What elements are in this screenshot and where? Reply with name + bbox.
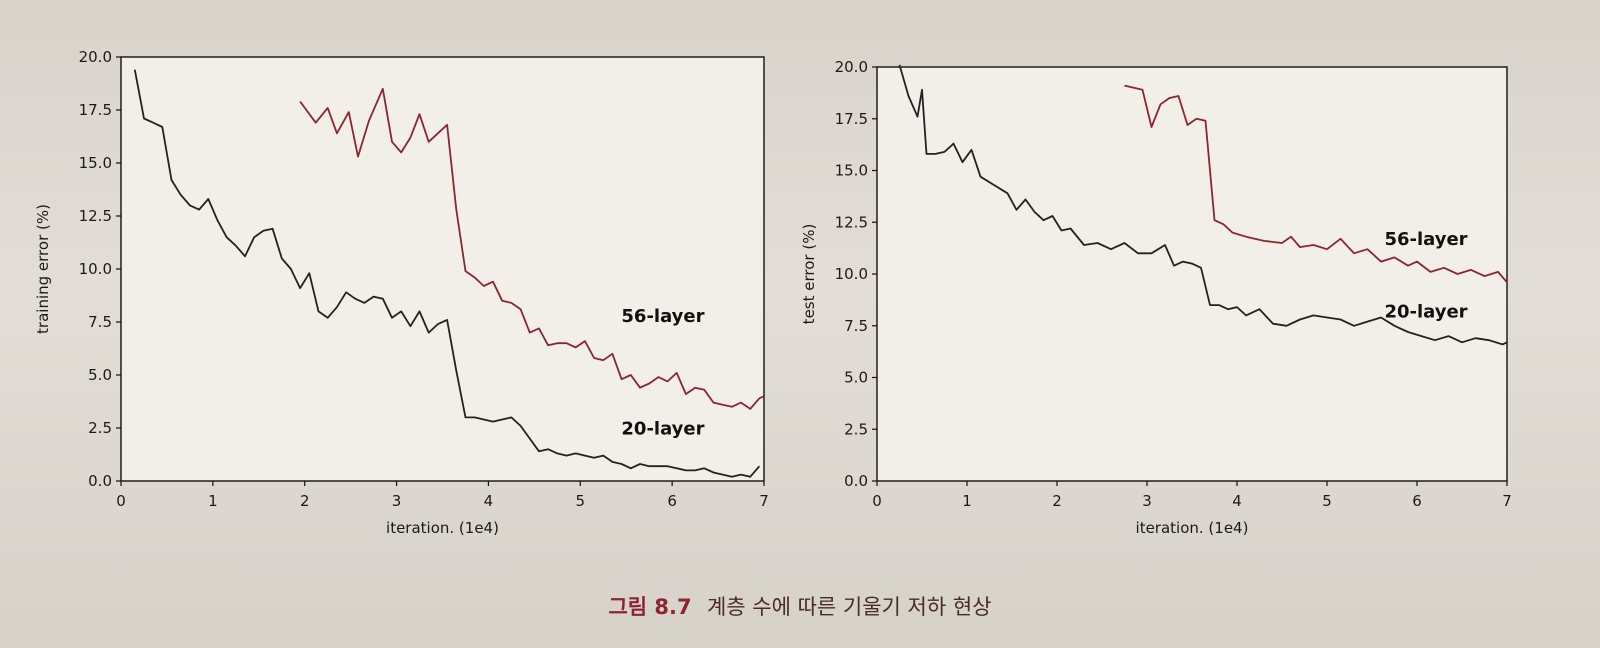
x-tick-label: 2 bbox=[300, 492, 310, 510]
y-axis-title: test error (%) bbox=[800, 224, 818, 325]
series-label-56-layer: 56-layer bbox=[621, 306, 704, 327]
x-tick-label: 4 bbox=[1232, 492, 1242, 510]
y-tick-label: 0.0 bbox=[844, 472, 868, 490]
x-tick-label: 6 bbox=[667, 492, 677, 510]
x-tick-label: 0 bbox=[872, 492, 882, 510]
x-axis-title: iteration. (1e4) bbox=[386, 519, 499, 537]
training-error-chart: 0 1 2 3 4 5 6 7 0.0 2.5 5.0 7.5 10.0 12.5 15.0 17.5 20.0… bbox=[34, 48, 769, 537]
y-tick-label: 12.5 bbox=[835, 213, 868, 231]
y-tick-label: 7.5 bbox=[88, 313, 112, 331]
series-label-20-layer: 20-layer bbox=[621, 418, 704, 439]
plot-frame bbox=[120, 56, 765, 482]
test-error-chart: 0 1 2 3 4 5 6 7 0.0 2.5 5.0 7.5 10.0 12.5 15.0 17.5 20.0… bbox=[800, 58, 1512, 537]
x-tick-label: 6 bbox=[1412, 492, 1422, 510]
x-tick-label: 0 bbox=[116, 492, 126, 510]
x-tick-label: 3 bbox=[1142, 492, 1152, 510]
series-line-56-layer bbox=[1124, 84, 1508, 283]
figure-caption-text: 계층 수에 따른 기울기 저하 현상 bbox=[706, 595, 992, 619]
series-line-20-layer bbox=[898, 64, 1508, 346]
series-line-20-layer bbox=[133, 69, 761, 478]
x-tick-label: 7 bbox=[1502, 492, 1512, 510]
y-tick-label: 5.0 bbox=[844, 369, 868, 387]
x-tick-label: 3 bbox=[392, 492, 402, 510]
y-tick-label: 17.5 bbox=[79, 101, 112, 119]
y-tick-label: 2.5 bbox=[88, 419, 112, 437]
x-tick-label: 5 bbox=[576, 492, 586, 510]
x-tick-label: 5 bbox=[1322, 492, 1332, 510]
series-line-56-layer bbox=[299, 87, 765, 410]
figure-caption: 그림 8.7 계층 수에 따른 기울기 저하 현상 bbox=[0, 591, 1600, 621]
y-tick-label: 20.0 bbox=[835, 58, 868, 76]
y-tick-label: 15.0 bbox=[79, 154, 112, 172]
x-tick-label: 4 bbox=[484, 492, 494, 510]
x-tick-label: 7 bbox=[759, 492, 769, 510]
x-tick-label: 1 bbox=[208, 492, 218, 510]
series-label-56-layer: 56-layer bbox=[1384, 229, 1467, 250]
y-tick-label: 10.0 bbox=[835, 265, 868, 283]
y-tick-label: 17.5 bbox=[835, 110, 868, 128]
x-tick-label: 1 bbox=[962, 492, 972, 510]
x-tick-label: 2 bbox=[1052, 492, 1062, 510]
plot-frame bbox=[876, 66, 1508, 482]
y-tick-label: 15.0 bbox=[835, 162, 868, 180]
y-tick-label: 12.5 bbox=[79, 207, 112, 225]
y-tick-label: 20.0 bbox=[79, 48, 112, 66]
y-tick-label: 0.0 bbox=[88, 472, 112, 490]
y-tick-label: 10.0 bbox=[79, 260, 112, 278]
y-tick-label: 2.5 bbox=[844, 420, 868, 438]
y-tick-label: 7.5 bbox=[844, 317, 868, 335]
x-axis-title: iteration. (1e4) bbox=[1136, 519, 1249, 537]
y-tick-label: 5.0 bbox=[88, 366, 112, 384]
series-label-20-layer: 20-layer bbox=[1384, 301, 1467, 322]
figure-number: 그림 8.7 bbox=[608, 595, 692, 619]
y-axis-title: training error (%) bbox=[34, 204, 52, 334]
